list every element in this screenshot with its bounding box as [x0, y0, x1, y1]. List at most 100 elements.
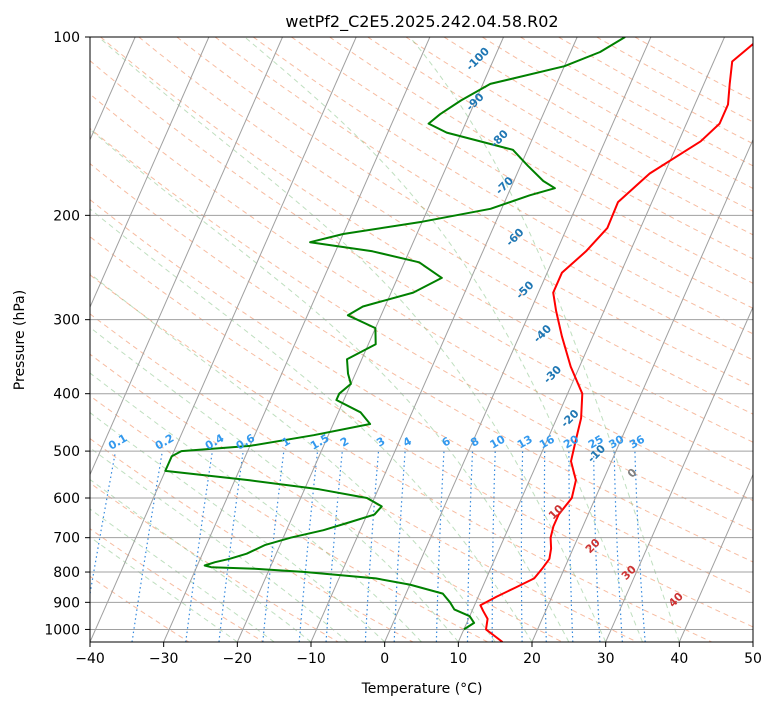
- x-axis-title: Temperature (°C): [361, 681, 483, 697]
- mixing-ratio-label: 2: [338, 435, 351, 450]
- mixing-ratio-line: [520, 451, 524, 642]
- isotherm-line: [678, 473, 753, 642]
- mixing-ratio-line: [90, 450, 117, 598]
- y-tick-label: 200: [53, 208, 80, 224]
- y-tick-label: 700: [53, 531, 80, 547]
- isotherm-line: [90, 37, 357, 642]
- profile-line: [164, 37, 626, 631]
- dry-adiabat-label: -100: [463, 44, 492, 73]
- dry-adiabat-line: [520, 37, 753, 167]
- y-tick-label: 600: [53, 491, 80, 507]
- dry-adiabat-line: [253, 37, 753, 335]
- dry-adiabat-line: [90, 353, 563, 642]
- dry-adiabat-line: [596, 37, 753, 123]
- dry-adiabat-line: [329, 37, 753, 284]
- y-tick-label: 1000: [44, 622, 80, 638]
- dry-adiabat-label: -50: [513, 278, 536, 301]
- isotherm-line: [457, 37, 725, 642]
- moist-adiabat-label: 40: [666, 590, 686, 610]
- moist-adiabat-label: 30: [619, 563, 639, 583]
- mixing-ratio-line: [568, 451, 574, 642]
- y-tick-label: 800: [53, 565, 80, 581]
- moist-adiabat-line: [90, 478, 312, 642]
- mixing-ratio-line: [364, 451, 380, 642]
- mixing-ratio-line: [593, 451, 601, 642]
- moist-adiabat-line: [90, 536, 238, 642]
- dry-adiabat-line: [214, 37, 753, 361]
- mixing-ratio-line: [325, 451, 343, 642]
- background-lines: [90, 37, 753, 642]
- isotherm-line: [0, 37, 62, 642]
- isotherm-line: [605, 305, 753, 642]
- dry-adiabat-line: [90, 575, 190, 642]
- mixing-ratio-label: 10: [488, 432, 508, 451]
- x-tick-label: 0: [380, 651, 389, 667]
- x-axis: −40 −30 −20 −10 0 10 20 30 40 50: [75, 642, 762, 667]
- y-tick-label: 100: [53, 30, 80, 46]
- x-tick-label: −30: [149, 651, 179, 667]
- y-tick-label: 500: [53, 444, 80, 460]
- isotherm-line: [531, 138, 753, 642]
- y-tick-label: 400: [53, 387, 80, 403]
- y-tick-label: 900: [53, 595, 80, 611]
- isotherm-line: [310, 37, 578, 642]
- mixing-ratio-line: [218, 451, 244, 642]
- dry-adiabat-line: [90, 127, 753, 532]
- x-tick-label: −40: [75, 651, 105, 667]
- moist-adiabat-label: 10: [546, 502, 566, 522]
- isotherm-line: [384, 37, 652, 642]
- dry-adiabat-line: [90, 438, 414, 642]
- mixing-ratio-line: [185, 451, 213, 642]
- isotherm-line: [752, 640, 753, 642]
- dry-adiabat-line: [90, 93, 753, 502]
- dry-adiabat-line: [90, 274, 712, 642]
- mixing-ratio-label: 0.1: [106, 432, 129, 453]
- mixing-ratio-line: [393, 451, 406, 642]
- y-axis-title: Pressure (hPa): [12, 290, 28, 390]
- dry-adiabat-line: [176, 37, 753, 388]
- dry-adiabat-line: [634, 37, 753, 102]
- dry-adiabat-label: -60: [503, 226, 526, 249]
- moist-adiabat-line: [243, 37, 643, 642]
- dry-adiabat-line: [405, 37, 753, 236]
- x-tick-label: 10: [449, 651, 467, 667]
- mixing-ratio-line: [466, 451, 474, 642]
- dry-adiabat-line: [90, 199, 753, 595]
- mixing-ratio-line: [131, 450, 163, 642]
- dry-adiabat-line: [90, 395, 488, 642]
- moist-adiabat-line: [90, 447, 349, 642]
- mixing-ratio-line: [491, 451, 496, 642]
- plot-frame: [89, 36, 754, 643]
- mixing-ratio-line: [298, 451, 319, 642]
- moist-adiabat-line: [90, 508, 275, 642]
- x-tick-label: 30: [597, 651, 615, 667]
- moist-adiabat-line: [409, 37, 680, 642]
- mixing-ratio-label: 0.6: [234, 431, 258, 452]
- moist-adiabat-line: [90, 372, 422, 642]
- dry-adiabat-label: -30: [541, 363, 564, 386]
- y-tick-label: 300: [53, 313, 80, 329]
- x-tick-label: 40: [670, 651, 688, 667]
- mixing-ratio-label: 36: [627, 432, 647, 451]
- mixing-ratio-line: [613, 451, 623, 642]
- mixing-ratio-label: 13: [515, 433, 535, 452]
- x-tick-label: 50: [744, 651, 762, 667]
- dry-adiabat-label: -70: [493, 174, 516, 197]
- dry-adiabat-line: [558, 37, 753, 145]
- isotherm-line: [90, 37, 210, 309]
- mixing-ratio-label: 6: [440, 434, 453, 449]
- profile-lines: [164, 37, 753, 642]
- dry-adiabat-line: [481, 37, 753, 189]
- dry-adiabat-line: [90, 163, 753, 563]
- dry-adiabat-label: -40: [531, 322, 554, 345]
- dry-adiabat-label: -80: [488, 127, 511, 150]
- x-tick-label: −20: [223, 651, 253, 667]
- mixing-ratio-label: 3: [374, 435, 387, 450]
- dry-adiabat-line: [90, 482, 339, 642]
- isotherm-line: [90, 37, 136, 141]
- dry-adiabat-line: [367, 37, 753, 260]
- mixing-ratio-label: 20: [561, 432, 581, 451]
- profile-line: [479, 42, 753, 642]
